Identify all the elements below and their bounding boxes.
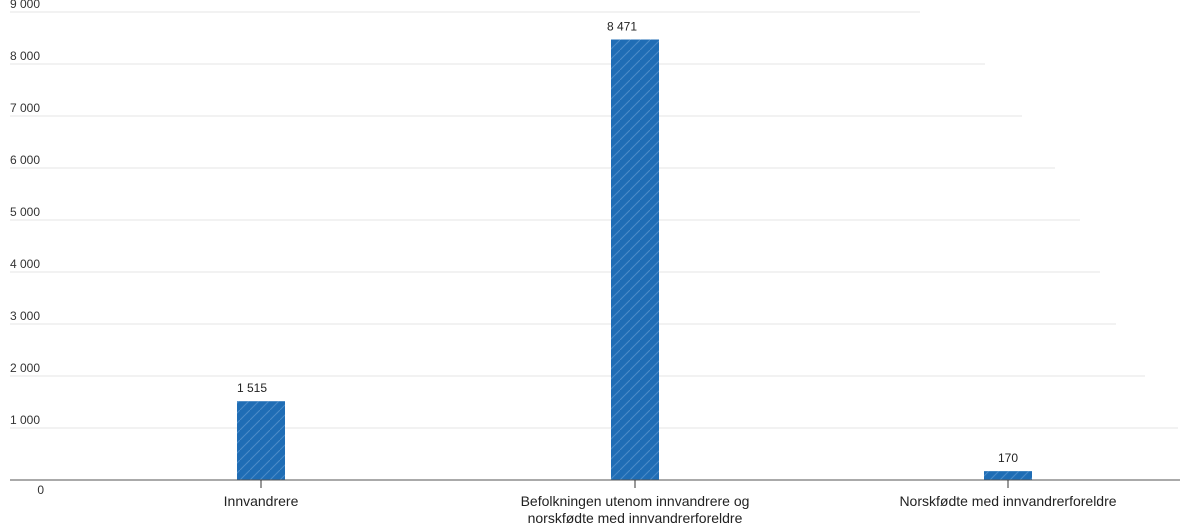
y-tick-label: 2 000 [10, 361, 40, 375]
data-label: 170 [998, 451, 1018, 465]
bar-hatch [237, 401, 285, 480]
y-tick-label: 1 000 [10, 413, 40, 427]
bars: 1 515 8 471 170 [237, 20, 1032, 481]
y-tick-label: 8 000 [10, 49, 40, 63]
data-label: 8 471 [607, 20, 637, 34]
x-tick-label-line: Norskfødte med innvandrerforeldre [899, 493, 1116, 509]
x-tick-label: Befolkningen utenom innvandrere og norskf… [521, 493, 750, 526]
y-axis: 0 1 000 2 000 3 000 4 000 5 000 6 000 7 000 8 00… [10, 0, 44, 497]
x-tick-label-line: norskfødte med innvandrerforeldre [528, 510, 743, 526]
y-tick-label: 4 000 [10, 257, 40, 271]
bar-hatch [984, 471, 1032, 480]
y-tick-label: 0 [37, 483, 44, 497]
x-tick-label-line: Befolkningen utenom innvandrere og [521, 493, 750, 509]
gridlines [10, 11, 1178, 429]
bar-hatch [611, 39, 659, 481]
y-tick-label: 7 000 [10, 101, 40, 115]
x-tick-label: Innvandrere [224, 493, 299, 509]
x-axis: Innvandrere Befolkningen utenom innvandre… [10, 479, 1180, 526]
y-tick-label: 3 000 [10, 309, 40, 323]
y-tick-label: 5 000 [10, 205, 40, 219]
y-tick-label: 6 000 [10, 153, 40, 167]
x-tick-label: Norskfødte med innvandrerforeldre [899, 493, 1116, 509]
data-label: 1 515 [237, 381, 267, 395]
x-tick-label-line: Innvandrere [224, 493, 299, 509]
y-tick-label: 9 000 [10, 0, 40, 11]
